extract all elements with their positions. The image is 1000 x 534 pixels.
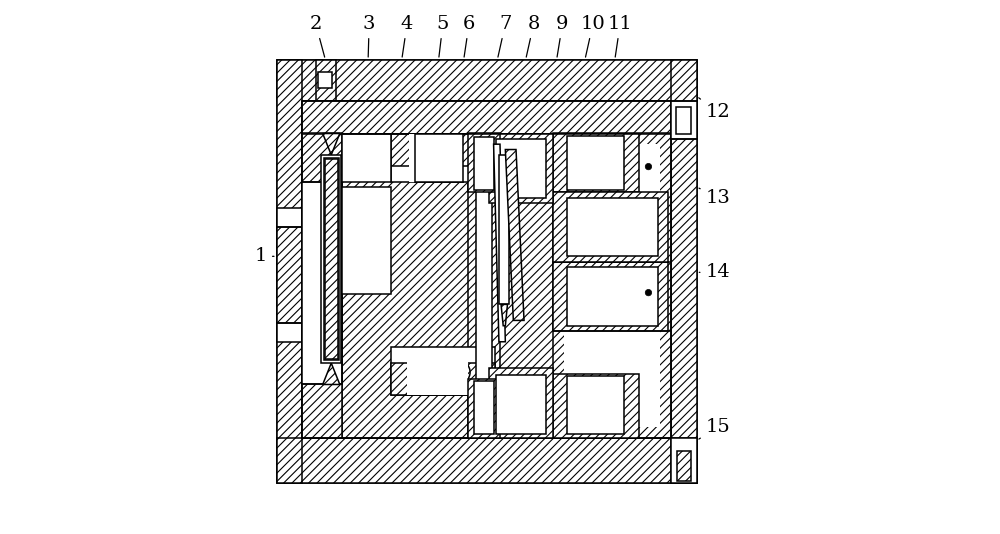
Bar — [407, 350, 468, 395]
Text: 15: 15 — [699, 418, 730, 439]
Bar — [321, 155, 341, 363]
Text: 10: 10 — [581, 15, 605, 57]
Bar — [342, 134, 391, 182]
Circle shape — [645, 289, 652, 296]
Bar — [553, 374, 639, 438]
Text: 5: 5 — [437, 15, 449, 57]
Polygon shape — [323, 134, 340, 155]
Bar — [342, 187, 391, 294]
Bar — [289, 72, 684, 471]
Bar — [277, 208, 302, 342]
Bar — [553, 134, 671, 438]
Bar — [277, 60, 697, 101]
Circle shape — [428, 360, 451, 384]
Text: 8: 8 — [526, 15, 540, 57]
Bar — [302, 134, 342, 438]
Bar — [671, 438, 697, 483]
Bar — [324, 158, 339, 360]
Polygon shape — [494, 144, 505, 342]
Polygon shape — [323, 363, 340, 384]
Text: 2: 2 — [310, 15, 325, 57]
Bar — [277, 60, 697, 483]
Text: 6: 6 — [463, 15, 475, 57]
Bar — [415, 134, 463, 182]
Bar — [476, 134, 492, 438]
Bar — [391, 134, 495, 166]
Bar — [468, 134, 500, 192]
Bar — [553, 262, 668, 331]
Bar — [407, 350, 468, 395]
Bar — [671, 101, 697, 139]
Bar — [567, 136, 624, 190]
Text: 9: 9 — [556, 15, 569, 57]
Text: 12: 12 — [699, 98, 730, 121]
Bar — [391, 363, 495, 395]
Bar — [325, 159, 338, 359]
Bar — [553, 192, 668, 262]
Bar — [499, 155, 509, 304]
Bar — [409, 134, 457, 182]
Bar — [468, 379, 500, 438]
Circle shape — [447, 360, 470, 384]
Bar — [676, 107, 691, 134]
Bar — [277, 438, 697, 483]
Bar — [302, 182, 342, 384]
Bar — [677, 451, 691, 481]
Bar — [496, 375, 546, 434]
Polygon shape — [501, 304, 507, 326]
Bar — [567, 198, 658, 256]
Bar — [302, 101, 671, 134]
Bar — [277, 60, 302, 483]
Bar — [474, 381, 494, 434]
Bar — [391, 134, 495, 182]
Bar — [468, 134, 500, 438]
Text: 7: 7 — [498, 15, 512, 57]
Bar — [496, 139, 546, 198]
Bar — [302, 101, 671, 438]
Text: 14: 14 — [699, 263, 730, 281]
Text: 4: 4 — [401, 15, 413, 57]
Circle shape — [435, 146, 458, 169]
Circle shape — [409, 360, 433, 384]
Bar — [415, 134, 463, 182]
Bar — [316, 60, 336, 101]
Bar — [342, 134, 572, 438]
Bar — [671, 60, 697, 483]
Bar — [318, 72, 332, 88]
Text: 13: 13 — [699, 188, 730, 207]
Bar — [474, 137, 494, 190]
Bar — [553, 134, 639, 192]
Text: 11: 11 — [608, 15, 633, 57]
Text: 1: 1 — [255, 247, 274, 265]
Text: 3: 3 — [363, 15, 375, 57]
Bar — [489, 368, 553, 438]
Circle shape — [416, 146, 440, 169]
Bar — [567, 376, 624, 434]
Circle shape — [645, 163, 652, 170]
Bar — [567, 267, 658, 326]
Bar — [391, 347, 495, 395]
Bar — [564, 144, 660, 427]
Bar — [277, 227, 317, 323]
Bar — [489, 134, 553, 203]
Polygon shape — [505, 150, 524, 320]
